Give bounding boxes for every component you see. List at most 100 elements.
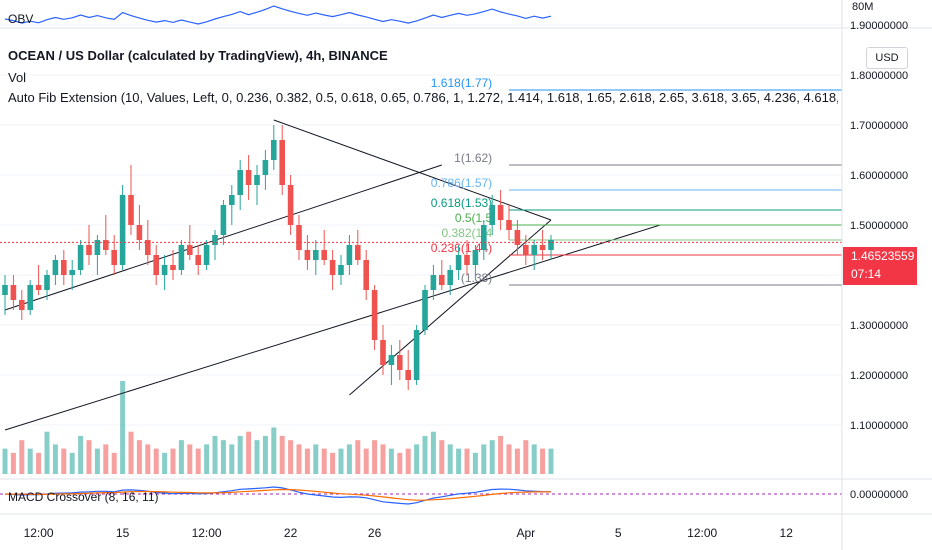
candle-body [229, 195, 235, 205]
obv-line [4, 5, 552, 25]
candle-body [103, 240, 109, 250]
candle-body [506, 220, 512, 230]
candle-body [346, 245, 353, 265]
time-tick-label: 22 [284, 526, 298, 540]
candle-body [187, 245, 193, 255]
volume-bar [514, 448, 520, 474]
candle-body [279, 140, 285, 185]
time-tick-label: 12:00 [192, 526, 222, 540]
volume-bar [313, 444, 319, 474]
fib-extension[interactable]: 1(1.62) 0.786(1.57) 0.618(1.53)0.5(1.50.38… [431, 76, 842, 286]
price-axis[interactable]: 1.90000000 1.80000000 1.70000000 1.60000000… [850, 20, 908, 432]
volume-bar [44, 431, 50, 474]
volume-bar [372, 440, 378, 474]
volume-bar [405, 448, 411, 474]
candle-body [439, 275, 445, 285]
volume-bar [304, 448, 310, 474]
macd-line [4, 486, 552, 505]
candle-body [145, 240, 151, 255]
price-tick-label: 1.50000000 [850, 220, 908, 232]
candle [464, 240, 470, 275]
price-tick-label: 1.70000000 [850, 120, 908, 132]
time-tick-label: 26 [368, 526, 382, 540]
volume-bar [69, 452, 75, 474]
candle-body [388, 355, 395, 365]
volume-bar [212, 435, 218, 474]
price-tick-label: 1.80000000 [850, 70, 908, 82]
candle-body [321, 250, 327, 260]
fib-legend[interactable]: Auto Fib Extension (10, Values, Left, 0,… [8, 90, 838, 105]
candle [19, 290, 25, 320]
time-tick-label: 12:00 [687, 526, 717, 540]
candle [489, 195, 495, 235]
symbol-title[interactable]: OCEAN / US Dollar (calculated by Trading… [8, 48, 388, 63]
candle-body [119, 195, 126, 265]
candle-body [464, 255, 470, 265]
candle [119, 185, 126, 270]
volume-bar [397, 452, 403, 474]
candle-body [262, 160, 269, 175]
candle-body [111, 250, 117, 265]
candle-body [287, 185, 294, 225]
currency-button[interactable]: USD [866, 47, 908, 69]
candle-body [136, 225, 143, 240]
volume-legend[interactable]: Vol [8, 70, 27, 85]
obv-legend[interactable]: OBV [8, 12, 34, 26]
macd-legend[interactable]: MACD Crossover (8, 16, 11) [8, 490, 159, 504]
candle-body [481, 225, 487, 250]
volume-bar [94, 448, 100, 474]
time-axis[interactable]: 12:00 15 12:00 22 26 Apr 5 12:00 12 [24, 526, 794, 540]
candle [262, 150, 269, 190]
volume-bar [162, 452, 168, 474]
candle [195, 245, 201, 275]
volume-bar [498, 435, 504, 474]
candle [212, 230, 218, 260]
candle [52, 255, 59, 285]
candle-body [52, 260, 59, 275]
candle [153, 245, 159, 285]
volume-bar [120, 380, 126, 474]
price-tick-label: 1.60000000 [850, 170, 908, 182]
candle [338, 255, 344, 285]
volume-bar [220, 440, 226, 474]
candle [506, 205, 512, 240]
candle-body [245, 170, 252, 185]
candle [439, 260, 445, 290]
candle-body [371, 290, 378, 340]
volume-bar [456, 448, 462, 474]
candle-body [212, 235, 218, 245]
candle-body [539, 245, 546, 250]
candle-body [313, 250, 319, 260]
volume-bar [279, 435, 285, 474]
volume-bar [531, 444, 537, 474]
volume-bar [237, 435, 243, 474]
candle-body [472, 250, 479, 265]
volume-bar [61, 448, 67, 474]
volume-bar [430, 431, 436, 474]
candle [497, 190, 504, 230]
candle-body [531, 245, 537, 255]
current-price-value: 1.46523559 [851, 249, 915, 263]
volume-bar [246, 431, 252, 474]
candle-body [254, 175, 260, 185]
candle-body [548, 240, 554, 250]
volume-bar [2, 448, 8, 474]
candle [161, 255, 168, 290]
volume-bar [422, 435, 428, 474]
candle [422, 285, 428, 335]
volume-bar [296, 444, 302, 474]
volume-bar [380, 444, 386, 474]
candle [455, 245, 462, 280]
candle [279, 125, 285, 195]
candle [94, 235, 101, 275]
candle [397, 340, 403, 380]
candle [203, 240, 210, 270]
candle-body [77, 245, 84, 270]
candle [69, 260, 75, 290]
volume-bar [472, 452, 478, 474]
candle-body [338, 265, 344, 275]
volume-bar [10, 452, 16, 474]
candle [548, 235, 554, 260]
candle [61, 250, 67, 285]
